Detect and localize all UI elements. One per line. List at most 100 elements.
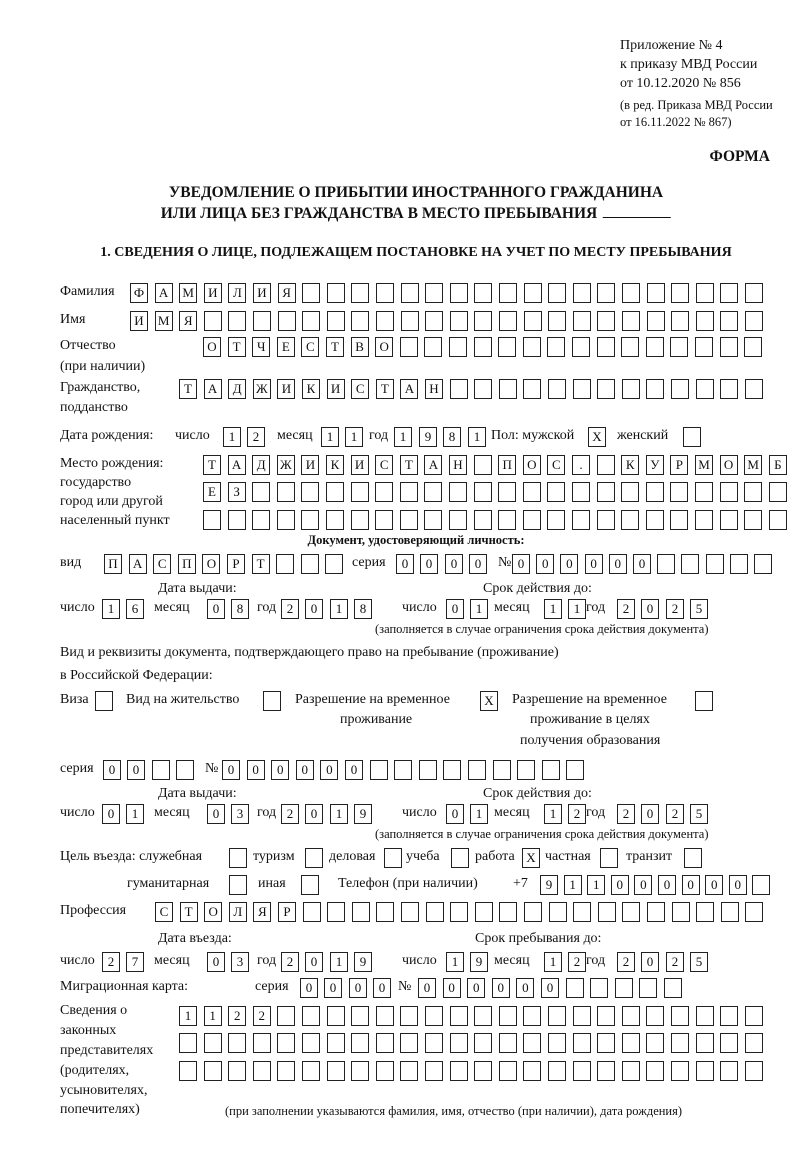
char-cell[interactable]	[375, 510, 394, 530]
char-cell[interactable]	[548, 283, 567, 303]
char-cell[interactable]: 0	[418, 978, 436, 998]
char-cell[interactable]: 0	[103, 760, 121, 780]
char-cell[interactable]	[351, 1006, 370, 1026]
char-cell[interactable]	[498, 510, 517, 530]
char-cell[interactable]	[647, 902, 665, 922]
char-cell[interactable]	[227, 510, 246, 530]
char-cell[interactable]	[499, 283, 517, 303]
char-cell[interactable]	[573, 902, 592, 922]
char-cell[interactable]	[597, 379, 616, 399]
char-cell[interactable]: З	[227, 482, 246, 502]
char-cell[interactable]	[399, 510, 418, 530]
char-cell[interactable]: Б	[768, 455, 787, 475]
char-cell[interactable]: И	[301, 455, 320, 475]
char-cell[interactable]: 0	[469, 554, 487, 574]
char-cell[interactable]	[720, 283, 739, 303]
char-cell[interactable]: 0	[324, 978, 342, 998]
char-cell[interactable]	[450, 902, 469, 922]
char-cell[interactable]	[425, 311, 444, 331]
char-cell[interactable]: 2	[228, 1006, 247, 1026]
checkbox[interactable]	[229, 875, 247, 895]
char-cell[interactable]	[302, 311, 321, 331]
char-cell[interactable]	[744, 482, 763, 502]
char-cell[interactable]: 0	[127, 760, 145, 780]
char-cell[interactable]	[376, 283, 394, 303]
char-cell[interactable]	[523, 1061, 542, 1081]
char-cell[interactable]	[498, 1033, 517, 1053]
char-cell[interactable]: И	[253, 283, 271, 303]
char-cell[interactable]	[720, 1006, 739, 1026]
char-cell[interactable]	[671, 1061, 689, 1081]
char-cell[interactable]	[596, 337, 615, 357]
char-cell[interactable]: 0	[305, 599, 323, 619]
char-cell[interactable]	[252, 1061, 271, 1081]
char-cell[interactable]	[524, 902, 542, 922]
char-cell[interactable]: 0	[641, 952, 659, 972]
char-cell[interactable]: 0	[560, 554, 579, 574]
char-cell[interactable]	[449, 1006, 468, 1026]
char-cell[interactable]	[276, 510, 295, 530]
char-cell[interactable]	[203, 1061, 222, 1081]
char-cell[interactable]: О	[203, 337, 221, 357]
char-cell[interactable]	[671, 379, 689, 399]
char-cell[interactable]	[473, 337, 492, 357]
char-cell[interactable]	[719, 482, 738, 502]
char-cell[interactable]	[572, 1006, 591, 1026]
checkbox[interactable]	[229, 848, 247, 868]
char-cell[interactable]: Т	[251, 554, 270, 574]
char-cell[interactable]	[474, 902, 493, 922]
char-cell[interactable]: Е	[276, 337, 295, 357]
char-cell[interactable]	[547, 482, 566, 502]
char-cell[interactable]	[695, 1006, 714, 1026]
char-cell[interactable]	[646, 379, 665, 399]
char-cell[interactable]: 7	[126, 952, 144, 972]
char-cell[interactable]	[375, 1061, 394, 1081]
char-cell[interactable]	[590, 978, 609, 998]
char-cell[interactable]	[695, 337, 713, 357]
char-cell[interactable]	[671, 283, 690, 303]
char-cell[interactable]: 0	[420, 554, 438, 574]
char-cell[interactable]	[646, 1006, 665, 1026]
char-cell[interactable]: 5	[690, 599, 708, 619]
char-cell[interactable]: 1	[321, 427, 339, 447]
char-cell[interactable]: К	[302, 379, 320, 399]
char-cell[interactable]	[375, 482, 394, 502]
char-cell[interactable]: А	[400, 379, 419, 399]
char-cell[interactable]: 1	[223, 427, 241, 447]
char-cell[interactable]	[572, 379, 591, 399]
char-cell[interactable]	[695, 1033, 714, 1053]
char-cell[interactable]: 0	[610, 875, 629, 895]
char-cell[interactable]	[621, 510, 640, 530]
char-cell[interactable]: Ф	[130, 283, 148, 303]
char-cell[interactable]	[695, 379, 714, 399]
char-cell[interactable]	[424, 510, 443, 530]
char-cell[interactable]	[152, 760, 170, 780]
char-cell[interactable]	[622, 311, 640, 331]
char-cell[interactable]: 1	[470, 599, 488, 619]
char-cell[interactable]: Я	[179, 311, 198, 331]
char-cell[interactable]	[473, 510, 492, 530]
char-cell[interactable]	[400, 1033, 419, 1053]
char-cell[interactable]	[369, 760, 388, 780]
char-cell[interactable]: А	[154, 283, 173, 303]
char-cell[interactable]	[424, 337, 443, 357]
char-cell[interactable]: 0	[320, 760, 339, 780]
char-cell[interactable]	[720, 311, 739, 331]
char-cell[interactable]	[695, 283, 714, 303]
char-cell[interactable]	[621, 1061, 640, 1081]
char-cell[interactable]	[744, 379, 763, 399]
char-cell[interactable]	[326, 482, 344, 502]
char-cell[interactable]	[596, 510, 615, 530]
char-cell[interactable]: 0	[349, 978, 367, 998]
checkbox[interactable]: X	[480, 691, 498, 711]
char-cell[interactable]: В	[350, 337, 369, 357]
char-cell[interactable]	[424, 482, 443, 502]
char-cell[interactable]	[523, 379, 542, 399]
checkbox[interactable]	[384, 848, 402, 868]
char-cell[interactable]	[621, 337, 640, 357]
char-cell[interactable]: Т	[227, 337, 246, 357]
char-cell[interactable]: М	[695, 455, 713, 475]
checkbox[interactable]: X	[522, 848, 540, 868]
char-cell[interactable]	[745, 902, 764, 922]
char-cell[interactable]: 0	[536, 554, 555, 574]
